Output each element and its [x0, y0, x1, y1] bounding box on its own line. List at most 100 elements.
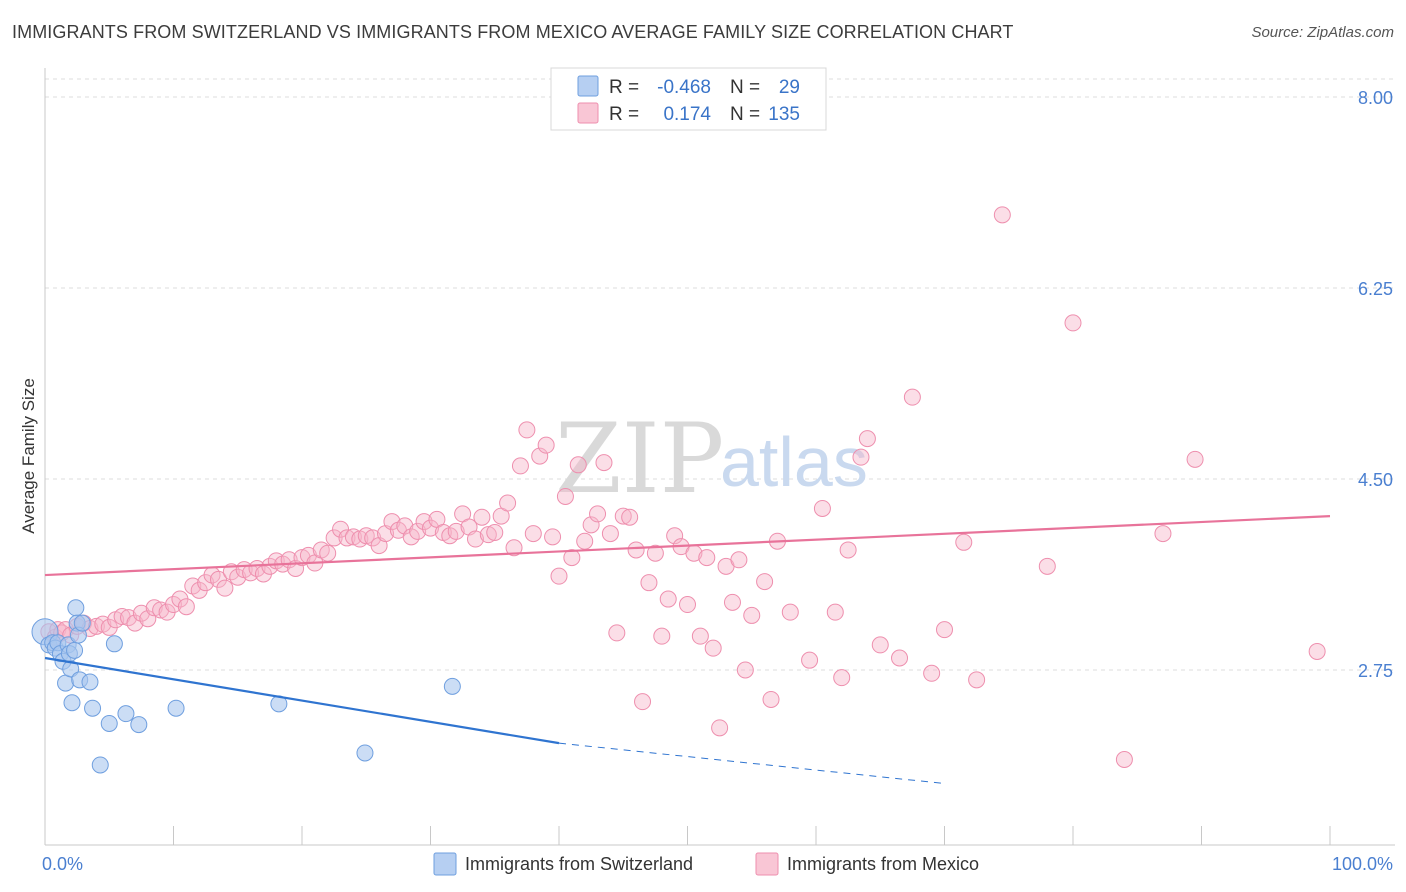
- mexico-point-134: [1308, 642, 1326, 660]
- chart-title: IMMIGRANTS FROM SWITZERLAND VS IMMIGRANT…: [12, 22, 1014, 42]
- x-tick-label-0: 0.0%: [42, 854, 83, 874]
- mexico-point-108: [723, 593, 741, 611]
- mexico-point-47: [332, 520, 350, 538]
- x-tick-label-1: 100.0%: [1332, 854, 1393, 874]
- mexico-point-112: [756, 573, 774, 591]
- mexico-point-55: [383, 513, 401, 531]
- mexico-point-71: [486, 523, 504, 541]
- y-tick-label-0: 2.75: [1358, 661, 1393, 681]
- switzerland-point-13: [67, 599, 85, 617]
- mexico-point-69: [473, 508, 491, 526]
- mexico-point-19: [152, 601, 170, 619]
- mexico-point-136: [762, 690, 780, 708]
- stats-swatch-switzerland: [577, 75, 599, 97]
- mexico-point-95: [640, 574, 658, 592]
- mexico-point-87: [589, 505, 607, 523]
- mexico-point-122: [891, 649, 909, 667]
- gridlines: [45, 78, 1395, 671]
- mexico-point-84: [569, 456, 587, 474]
- mexico-point-115: [801, 651, 819, 669]
- stats-r-label-1: R =: [609, 77, 639, 98]
- axes: [44, 68, 1395, 846]
- mexico-point-48: [338, 529, 356, 547]
- mexico-point-82: [556, 487, 574, 505]
- stats-n-value-mexico: 135: [768, 104, 800, 125]
- mexico-point-129: [1038, 557, 1056, 575]
- mexico-point-80: [544, 528, 562, 546]
- legend-label-switzerland: Immigrants from Switzerland: [465, 854, 693, 874]
- mexico-point-104: [698, 549, 716, 567]
- mexico-point-83: [563, 549, 581, 567]
- stats-n-value-switzerland: 29: [779, 77, 800, 98]
- mexico-point-77: [524, 525, 542, 543]
- mexico-point-125: [936, 621, 953, 639]
- mexico-point-103: [691, 627, 709, 645]
- mexico-point-60: [415, 513, 433, 531]
- mexico-point-68: [466, 530, 484, 548]
- switzerland-point-7: [57, 674, 75, 692]
- mexico-point-132: [1154, 525, 1172, 543]
- mexico-point-91: [614, 507, 632, 525]
- switzerland-point-19: [84, 699, 102, 717]
- mexico-point-94: [634, 693, 652, 711]
- y-tick-labels: 2.75 4.50 6.25 8.00: [1358, 88, 1393, 681]
- legend-swatch-mexico: [755, 852, 779, 876]
- mexico-point-120: [858, 430, 876, 448]
- switzerland-point-23: [117, 705, 135, 723]
- x-tick-labels: 0.0% 100.0%: [42, 854, 1393, 874]
- stats-legend-box: R = -0.468 N = 29 R = 0.174 N = 135: [550, 67, 827, 131]
- mexico-point-28: [209, 570, 227, 588]
- y-axis-label: Average Family Size: [19, 378, 38, 534]
- switzerland-point-22: [105, 635, 123, 653]
- mexico-point-118: [839, 541, 857, 559]
- mexico-point-121: [871, 636, 889, 654]
- y-tick-label-3: 8.00: [1358, 88, 1393, 108]
- switzerland-point-28: [443, 677, 461, 695]
- mexico-trend-line: [44, 515, 1331, 577]
- switzerland-point-11: [63, 694, 81, 712]
- mexico-point-59: [409, 522, 427, 540]
- stats-swatch-mexico: [577, 102, 599, 124]
- switzerland-point-12: [66, 641, 84, 659]
- switzerland-points: [31, 599, 461, 774]
- stats-r-value-mexico: 0.174: [663, 104, 711, 125]
- stats-n-label-2: N =: [730, 104, 760, 125]
- mexico-point-128: [993, 206, 1011, 224]
- watermark-atlas: atlas: [720, 423, 868, 501]
- source-label: Source: ZipAtlas.com: [1251, 24, 1394, 41]
- mexico-point-98: [659, 590, 677, 608]
- y-tick-label-1: 4.50: [1358, 470, 1393, 490]
- mexico-point-111: [743, 606, 761, 624]
- mexico-point-123: [903, 388, 921, 406]
- mexico-point-101: [679, 596, 696, 614]
- switzerland-point-10: [62, 660, 80, 678]
- mexico-point-49: [344, 528, 362, 546]
- mexico-point-15: [126, 614, 144, 632]
- bottom-legend: Immigrants from Switzerland Immigrants f…: [433, 852, 979, 876]
- mexico-point-76: [518, 421, 536, 439]
- mexico-point-127: [968, 671, 986, 689]
- mexico-point-29: [216, 579, 234, 597]
- mexico-point-65: [447, 522, 465, 540]
- switzerland-point-24: [130, 716, 148, 734]
- mexico-point-116: [813, 499, 831, 517]
- mexico-point-130: [1064, 314, 1082, 332]
- stats-n-label-1: N =: [730, 77, 760, 98]
- switzerland-trend-line: [44, 656, 560, 745]
- mexico-point-45: [319, 544, 337, 562]
- switzerland-point-20: [91, 756, 109, 774]
- mexico-point-110: [736, 661, 754, 679]
- mexico-point-97: [653, 627, 671, 645]
- switzerland-point-27: [356, 744, 374, 762]
- switzerland-point-17: [73, 614, 91, 632]
- mexico-point-119: [852, 448, 870, 466]
- mexico-point-46: [325, 529, 343, 547]
- mexico-point-126: [955, 533, 973, 551]
- switzerland-point-21: [100, 714, 118, 732]
- mexico-point-131: [1115, 750, 1133, 768]
- y-tick-label-2: 6.25: [1358, 279, 1393, 299]
- legend-label-mexico: Immigrants from Mexico: [787, 854, 979, 874]
- mexico-point-117: [826, 603, 844, 621]
- trend-lines: [44, 515, 1331, 785]
